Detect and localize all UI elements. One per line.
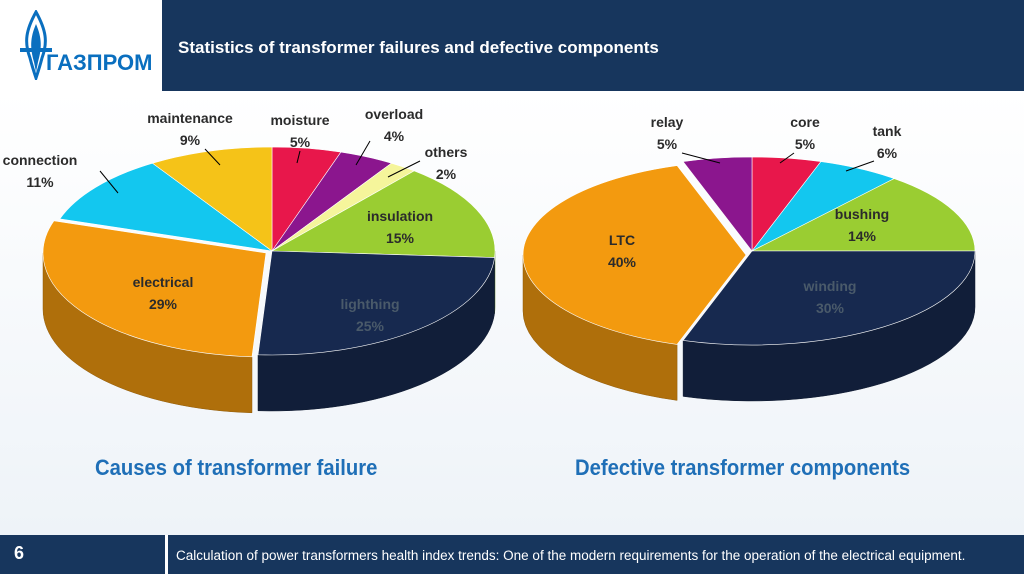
slice-pct-maintenance: 9% (180, 132, 201, 148)
slice-pct-ltc: 40% (608, 254, 637, 270)
pie-slice-connection (59, 162, 273, 252)
leader-line (355, 140, 371, 166)
page-title: Statistics of transformer failures and d… (178, 38, 659, 57)
pie-slice-bushing (751, 178, 976, 252)
leader-line (779, 152, 795, 164)
logo-text: ГАЗПРОМ (46, 50, 153, 75)
pie-chart-components: core 5% tank 6% bushing 14% winding 30% LTC 40% re… (522, 114, 976, 402)
pie-chart-causes: moisture 5% overload 4% others 2% insulation 15… (3, 106, 496, 414)
pie-slice-insulation (270, 170, 496, 258)
slice-label-relay: relay (651, 114, 684, 130)
slice-label-bushing: bushing (835, 206, 889, 222)
caption-components: Defective transformer components (575, 455, 911, 480)
header-bar: ГАЗПРОМ Statistics of transformer failur… (0, 0, 1024, 91)
slice-pct-electrical: 29% (149, 296, 178, 312)
pie-slice-lighthing (257, 250, 495, 356)
leader-line (99, 170, 119, 194)
pie-slice-maintenance (151, 146, 273, 252)
leader-line (296, 150, 301, 164)
pie-slice-winding (682, 250, 976, 346)
slice-pct-tank: 6% (877, 145, 898, 161)
page-number: 6 (14, 543, 25, 563)
slice-pct-moisture: 5% (290, 134, 311, 150)
slice-pct-insulation: 15% (386, 230, 415, 246)
slice-label-connection: connection (3, 152, 78, 168)
flame-icon (20, 10, 52, 80)
slice-pct-relay: 5% (657, 136, 678, 152)
charts-area: moisture 5% overload 4% others 2% insulation 15… (0, 91, 1024, 535)
slice-label-moisture: moisture (270, 112, 329, 128)
slice-label-others: others (425, 144, 468, 160)
slice-label-lighthing: lighthing (340, 296, 399, 312)
slice-label-insulation: insulation (367, 208, 433, 224)
slice-pct-winding: 30% (816, 300, 845, 316)
slice-pct-core: 5% (795, 136, 816, 152)
slice-label-maintenance: maintenance (147, 110, 233, 126)
pie-slice-electrical (42, 220, 267, 358)
slice-label-ltc: LTC (609, 232, 635, 248)
slice-pct-overload: 4% (384, 128, 405, 144)
footer-bar: 6 Calculation of power transformers heal… (0, 535, 1024, 574)
slice-pct-lighthing: 25% (356, 318, 385, 334)
slice-pct-connection: 11% (26, 174, 54, 190)
leader-line (387, 160, 421, 178)
slice-label-core: core (790, 114, 820, 130)
footer-divider (165, 535, 168, 574)
slice-pct-bushing: 14% (848, 228, 877, 244)
slice-label-winding: winding (803, 278, 857, 294)
pie-slice-ltc (522, 165, 747, 345)
pie-labels: moisture 5% overload 4% others 2% insulation 15… (3, 106, 468, 334)
footer-text: Calculation of power transformers health… (176, 548, 966, 563)
slice-label-electrical: electrical (133, 274, 194, 290)
pie-labels: core 5% tank 6% bushing 14% winding 30% LTC 40% re… (608, 114, 902, 316)
slice-label-overload: overload (365, 106, 423, 122)
leader-line (681, 152, 721, 164)
pie-slice-relay (682, 156, 753, 252)
leader-line (845, 160, 875, 172)
pie-slices (42, 146, 496, 358)
slice-label-tank: tank (873, 123, 902, 139)
pie-slices (522, 156, 976, 346)
gazprom-logo: ГАЗПРОМ (0, 0, 165, 91)
caption-causes: Causes of transformer failure (95, 455, 378, 480)
slice-pct-others: 2% (436, 166, 457, 182)
leader-line (204, 148, 221, 166)
